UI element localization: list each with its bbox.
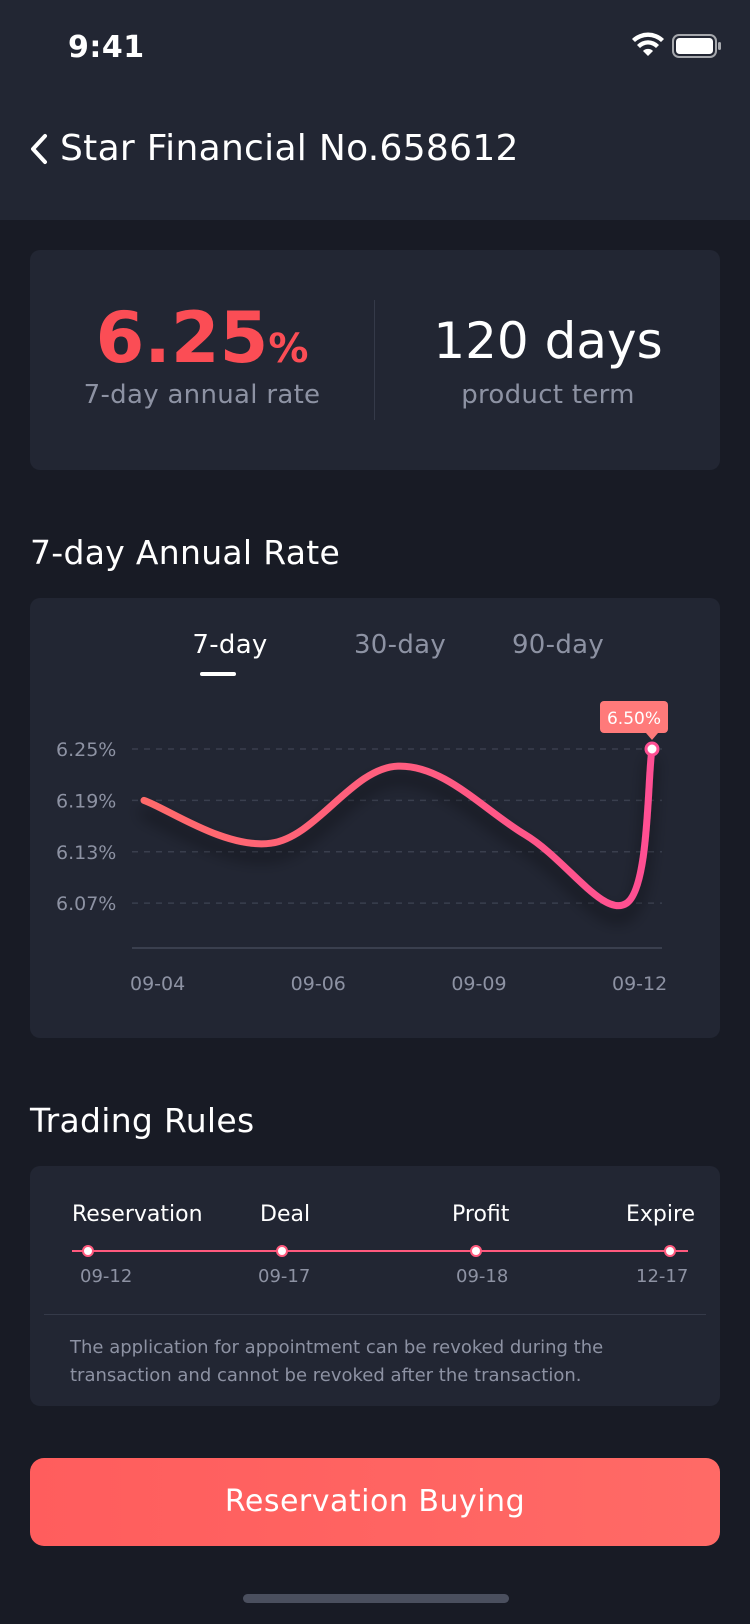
x-tick-label: 09-12 [612, 973, 667, 995]
series-line [140, 745, 656, 909]
rate-unit: % [268, 326, 309, 372]
wifi-icon [632, 32, 664, 56]
stage-deal: Deal [260, 1202, 311, 1227]
value-tooltip [600, 701, 668, 733]
stage-profit: Profit [452, 1202, 510, 1227]
y-tick-label: 6.19% [56, 790, 116, 812]
status-time: 9:41 [68, 30, 145, 65]
x-tick-label: 09-06 [291, 973, 346, 995]
summary-card: 6.25% 7-day annual rate 120 days product… [30, 250, 720, 470]
y-tick-label: 6.25% [56, 739, 116, 761]
term-summary: 120 days product term [376, 250, 720, 470]
tab-90-day[interactable]: 90-day [511, 630, 605, 660]
rules-divider [44, 1314, 706, 1315]
battery-icon [672, 34, 721, 58]
rate-label: 7-day annual rate [83, 380, 321, 410]
trading-rules-card: Reservation Deal Profit Expire 09-12 09-… [30, 1166, 720, 1406]
rate-summary: 6.25% 7-day annual rate [30, 250, 374, 470]
summary-divider [374, 300, 375, 420]
tab-7-day[interactable]: 7-day [192, 630, 268, 660]
stage-date-deal: 09-17 [258, 1266, 311, 1287]
rate-number: 6.25 [95, 297, 269, 379]
highlight-point [644, 741, 660, 757]
stage-expire: Expire [626, 1202, 696, 1227]
timeline-dot-deal [276, 1245, 288, 1257]
term-label: product term [461, 380, 635, 410]
timeline-line [72, 1250, 688, 1252]
term-value: 120 days [433, 312, 663, 370]
x-tick-label: 09-04 [130, 973, 185, 995]
home-indicator [243, 1594, 509, 1603]
chevron-left-icon[interactable] [28, 132, 50, 166]
timeline-dot-profit [470, 1245, 482, 1257]
y-tick-label: 6.07% [56, 893, 116, 915]
active-tab-underline [200, 672, 236, 676]
rules-section-title: Trading Rules [30, 1101, 255, 1140]
chart-card: 7-day 30-day 90-day 6.25% 6.19% 6.13% 6.07%… [30, 598, 720, 1038]
timeline-dot-expire [664, 1245, 676, 1257]
chart-section-title: 7-day Annual Rate [30, 533, 341, 572]
timeline-dot-reservation [82, 1245, 94, 1257]
rate-line-chart: 6.25% 6.19% 6.13% 6.07% 09-04 09-06 09-09 09-12… [56, 701, 668, 995]
header: 9:41 Star Financial No.658612 [0, 0, 750, 220]
rate-value: 6.25% [30, 298, 374, 389]
stage-date-expire: 12-17 [636, 1266, 689, 1287]
tab-30-day[interactable]: 30-day [353, 630, 447, 660]
tooltip-label: 6.50% [607, 709, 661, 729]
tooltip-pointer [646, 733, 658, 740]
reservation-buying-button[interactable]: Reservation Buying [30, 1458, 720, 1546]
x-tick-label: 09-09 [451, 973, 506, 995]
stage-date-profit: 09-18 [456, 1266, 509, 1287]
y-tick-label: 6.13% [56, 842, 116, 864]
rules-note: The application for appointment can be r… [70, 1337, 604, 1386]
stage-date-reservation: 09-12 [80, 1266, 133, 1287]
page-title: Star Financial No.658612 [60, 128, 519, 169]
stage-reservation: Reservation [72, 1202, 203, 1227]
